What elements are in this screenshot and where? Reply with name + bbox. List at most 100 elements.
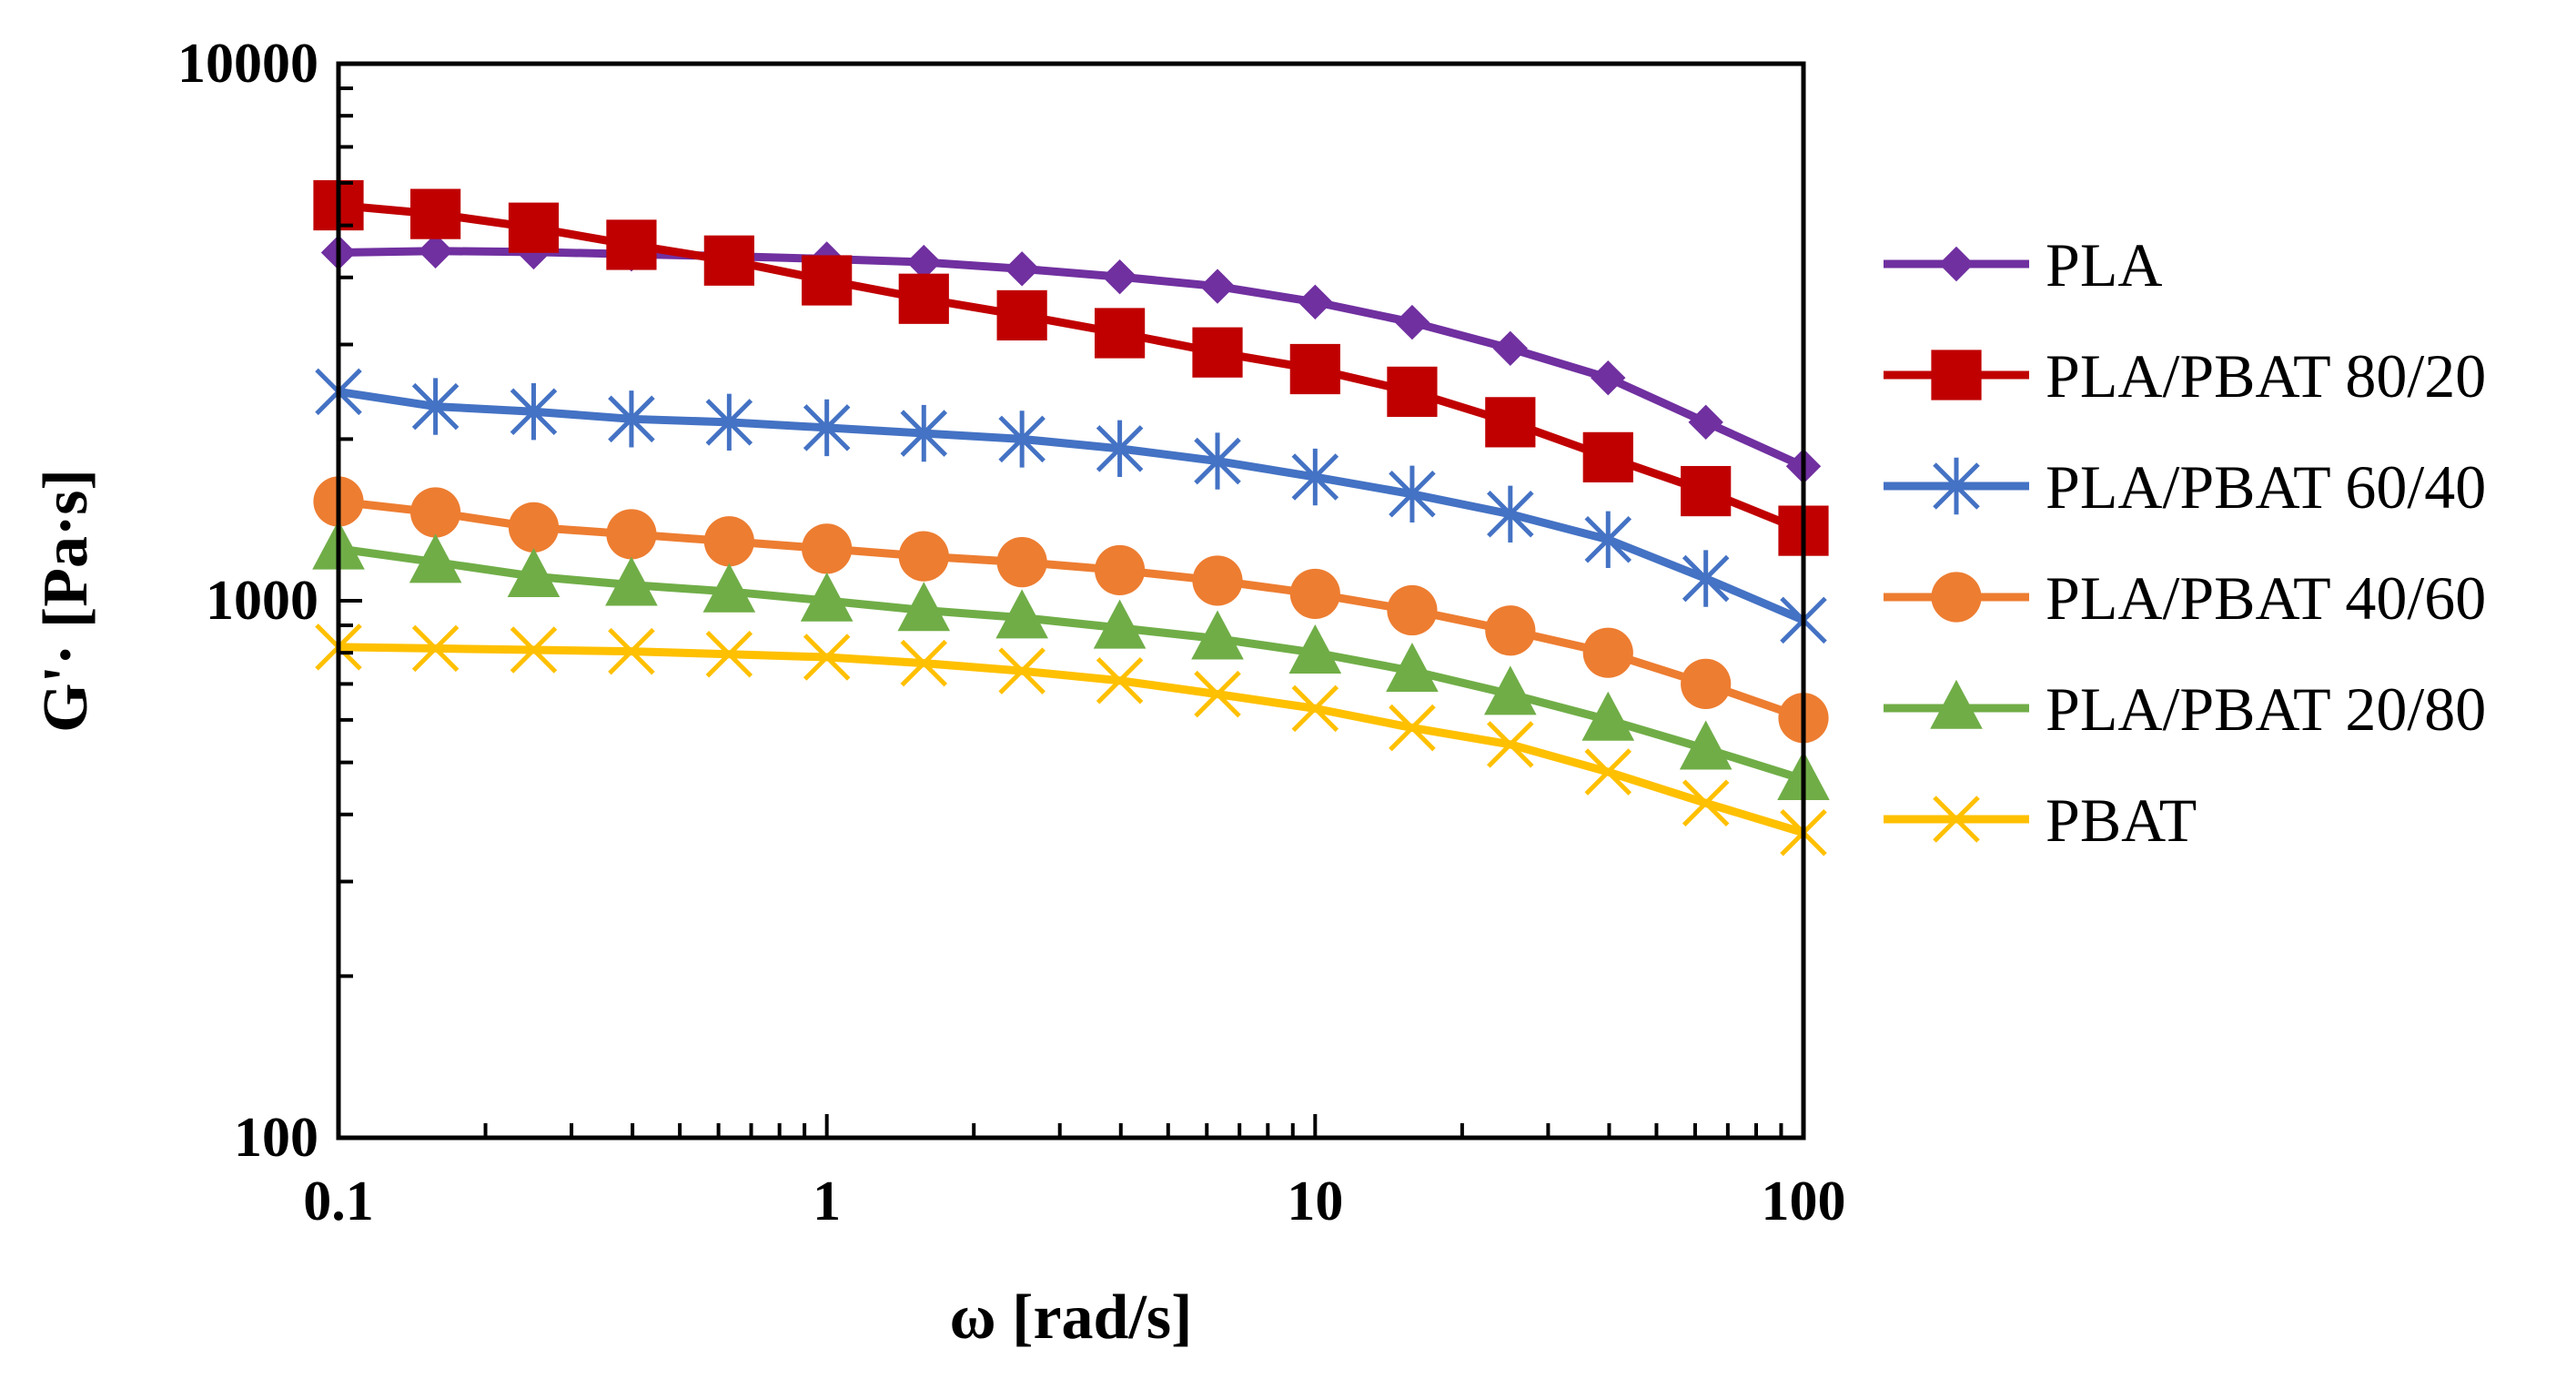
legend: PLA PLA/PBAT 80/20 PLA/PBAT 60/40 PLA/PBAT … (1884, 230, 2486, 855)
legend-label: PLA/PBAT 60/40 (2046, 452, 2486, 522)
x-tick-label: 100 (1762, 1171, 1846, 1232)
legend-marker (1931, 350, 1982, 400)
legend-item: PBAT (1884, 786, 2197, 855)
legend-marker (1933, 457, 1980, 515)
legend-item: PLA/PBAT 60/40 (1884, 452, 2486, 522)
data-point (1492, 330, 1529, 367)
data-point (1582, 627, 1633, 678)
data-point (802, 255, 853, 306)
legend-marker (1938, 246, 1975, 282)
data-point (409, 533, 462, 583)
data-point (608, 627, 655, 675)
data-point (508, 502, 560, 553)
data-point (996, 289, 1047, 341)
data-point (1681, 658, 1732, 709)
data-point (1682, 779, 1730, 827)
data-point (705, 631, 753, 678)
data-point (1096, 656, 1144, 705)
legend-label: PLA/PBAT 40/60 (2046, 563, 2486, 633)
data-point (900, 404, 948, 462)
data-point (605, 556, 658, 606)
y-tick-label: 1000 (206, 570, 318, 632)
series-pla-pbat-20-80 (312, 520, 1830, 801)
legend-label: PLA/PBAT 80/20 (2046, 341, 2486, 411)
data-point (1004, 251, 1040, 287)
data-point (897, 582, 951, 632)
data-point (1679, 720, 1732, 770)
y-tick-label: 100 (234, 1107, 318, 1169)
legend-item: PLA/PBAT 40/60 (1884, 563, 2486, 633)
data-point (1096, 420, 1144, 478)
series-line (338, 247, 1805, 471)
data-point (800, 572, 854, 622)
legend-item: PLA (1884, 230, 2162, 299)
data-point (1485, 397, 1536, 448)
x-tick-label: 10 (1287, 1171, 1343, 1232)
data-point (1389, 704, 1436, 752)
legend-label: PBAT (2046, 786, 2197, 855)
data-point (702, 563, 756, 613)
series-line (338, 497, 1805, 723)
data-point (1386, 642, 1439, 692)
data-point (898, 531, 949, 582)
legend-marker (1930, 679, 1983, 729)
data-point (1291, 684, 1339, 733)
data-point (703, 235, 754, 286)
data-point (1093, 599, 1147, 649)
data-point (418, 233, 453, 269)
series-pla-pbat-80-20 (313, 179, 1829, 556)
y-axis-title: G'· [Pa·s] (31, 469, 101, 733)
data-point (410, 188, 461, 239)
data-point (1192, 327, 1243, 378)
data-point (1487, 485, 1534, 542)
data-point (1387, 584, 1438, 636)
data-point (510, 383, 558, 441)
data-point (1484, 665, 1537, 715)
legend-label: PLA/PBAT 20/80 (2046, 674, 2486, 744)
data-point (1095, 308, 1146, 359)
axis-layer: 100 1000 10000 0.1 1 10 100 (177, 33, 1846, 1232)
x-tick-label: 0.1 (303, 1171, 374, 1232)
data-point (996, 536, 1047, 588)
legend-label: PLA (2046, 230, 2162, 299)
legend-marker (1933, 796, 1980, 843)
legend-marker (1931, 572, 1982, 623)
data-point (998, 411, 1046, 468)
data-point (998, 647, 1046, 694)
data-point (803, 634, 851, 681)
data-point (1688, 404, 1723, 441)
data-point (606, 219, 657, 270)
legend-item: PLA/PBAT 20/80 (1884, 674, 2486, 744)
data-point (1682, 550, 1730, 607)
data-point (1487, 721, 1534, 768)
data-point (995, 589, 1048, 639)
data-point (1681, 465, 1732, 517)
data-point (906, 244, 942, 280)
data-point (705, 393, 753, 451)
data-point (803, 399, 851, 457)
data-point (1192, 555, 1243, 606)
x-tick-label: 1 (813, 1171, 841, 1232)
data-point (1289, 343, 1340, 395)
data-point (1591, 360, 1626, 396)
data-point (410, 487, 461, 538)
data-point (1387, 366, 1438, 417)
data-point (507, 548, 561, 598)
data-point (1191, 610, 1244, 660)
data-point (898, 273, 949, 324)
data-point (1298, 284, 1333, 319)
series-line (338, 387, 1805, 624)
data-point (1584, 748, 1632, 796)
data-point (1291, 448, 1339, 506)
data-point (411, 378, 460, 435)
data-point (1194, 670, 1241, 718)
data-point (802, 523, 853, 574)
data-point (510, 626, 558, 674)
data-point (1194, 432, 1241, 490)
data-point (1581, 691, 1635, 741)
data-point (1394, 304, 1430, 340)
data-point (606, 509, 657, 560)
data-point (508, 202, 560, 253)
data-point (1289, 568, 1340, 620)
series-line (338, 201, 1805, 535)
